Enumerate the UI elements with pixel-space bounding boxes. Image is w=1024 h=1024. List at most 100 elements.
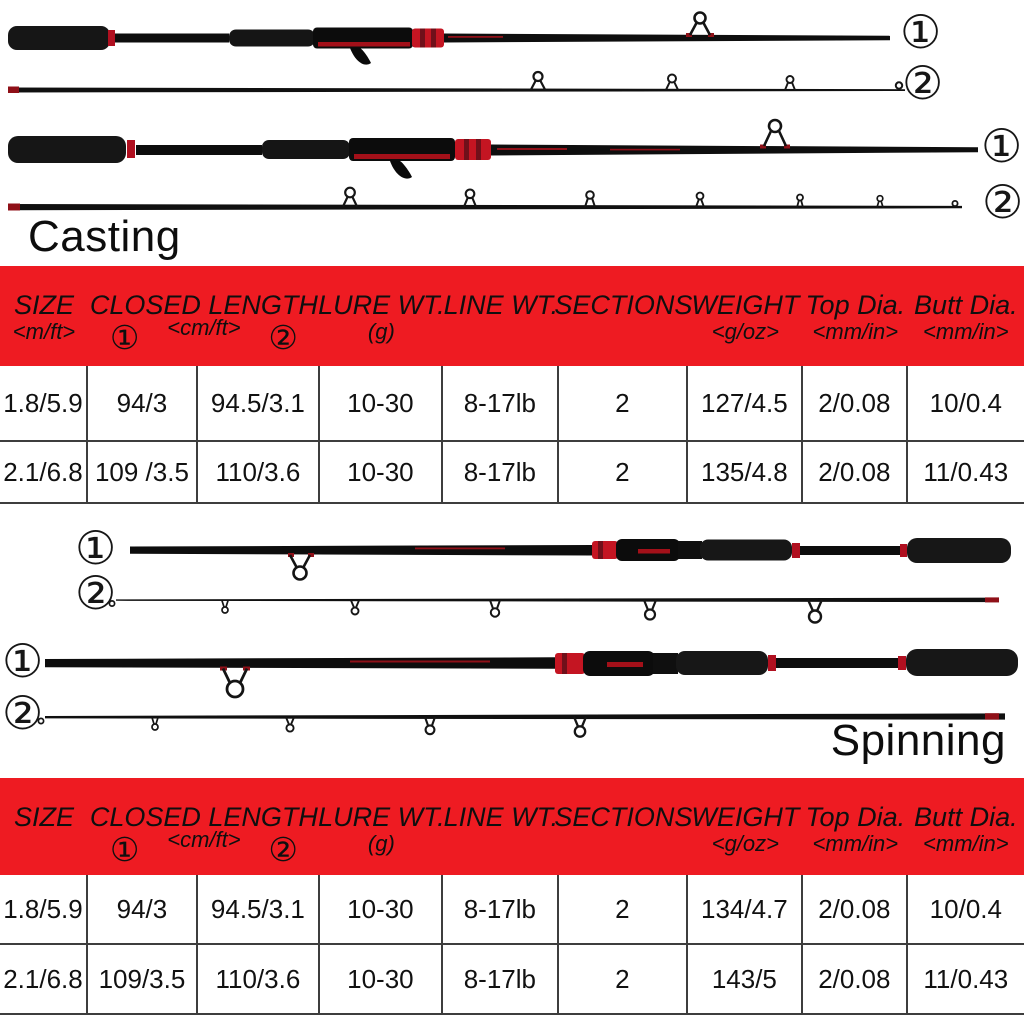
- spec-cell: 109 /3.5: [88, 442, 198, 502]
- casting-table-row-2: 2.1/6.8 109 /3.5 110/3.6 10-30 8-17lb 2 …: [0, 442, 1024, 504]
- closed-length-subrow: ① <cm/ft> ②: [88, 316, 320, 358]
- casting-rod-2-tip-section: [8, 186, 962, 211]
- spec-cell: 2/0.08: [803, 366, 908, 440]
- closed-length-label: CLOSED LENGTH: [89, 290, 318, 320]
- spinning-rod-2-tip-section: [37, 713, 1005, 738]
- spec-cell: 2/0.08: [803, 875, 908, 943]
- spec-cell: 1.8/5.9: [0, 366, 88, 440]
- spec-cell: 8-17lb: [443, 875, 559, 943]
- spinning-rod-2-tip-label: ②: [2, 686, 44, 740]
- spec-cell: 10-30: [320, 945, 443, 1013]
- spec-cell: 8-17lb: [443, 366, 559, 440]
- lure-wt-unit: (g): [367, 319, 395, 345]
- spec-cell: 135/4.8: [688, 442, 803, 502]
- spinning-table-row-1: 1.8/5.9 94/3 94.5/3.1 10-30 8-17lb 2 134…: [0, 875, 1024, 945]
- spinning-rod-1-butt-label: ①: [75, 521, 117, 575]
- spinning-rod-1-tip-label: ②: [75, 566, 117, 620]
- top-dia-label: Top Dia.: [805, 802, 906, 832]
- spinning-table-header: SIZE CLOSED LENGTH ① <cm/ft> ② LURE WT. …: [0, 778, 1024, 875]
- spec-cell: 2: [559, 442, 688, 502]
- spec-cell: 8-17lb: [443, 945, 559, 1013]
- spec-cell: 127/4.5: [688, 366, 803, 440]
- spec-cell: 2/0.08: [803, 945, 908, 1013]
- spec-cell: 2: [559, 875, 688, 943]
- casting-rod-1-butt-label: ①: [900, 5, 942, 59]
- spec-cell: 94/3: [88, 875, 198, 943]
- line-wt-label: LINE WT.: [443, 802, 559, 832]
- col-header-butt-dia: Butt Dia. <mm/in>: [908, 266, 1024, 366]
- spec-cell: 94/3: [88, 366, 198, 440]
- casting-rod-1-butt-section: [8, 11, 890, 65]
- spec-cell: 2/0.08: [803, 442, 908, 502]
- casting-rod-1-tip-label: ②: [902, 56, 944, 110]
- closed-length-label: CLOSED LENGTH: [89, 802, 318, 832]
- spec-cell: 110/3.6: [198, 442, 320, 502]
- size-label: SIZE: [13, 802, 74, 832]
- spinning-spec-table: SIZE CLOSED LENGTH ① <cm/ft> ② LURE WT. …: [0, 778, 1024, 1015]
- casting-section-title: Casting: [28, 212, 181, 261]
- circled-two-icon: ②: [268, 318, 298, 358]
- circled-two-icon: ②: [268, 830, 298, 870]
- line-wt-label: LINE WT.: [443, 290, 559, 320]
- weight-unit: <g/oz>: [711, 319, 779, 345]
- spec-cell: 11/0.43: [923, 963, 1009, 994]
- spinning-rod-1-butt-section: [130, 538, 1011, 581]
- col-header-lure-wt: LURE WT. (g): [318, 266, 445, 366]
- col-header-line-wt: LINE WT.: [443, 778, 559, 875]
- col-header-closed-length: CLOSED LENGTH ① <cm/ft> ②: [88, 266, 320, 366]
- top-dia-unit: <mm/in>: [812, 319, 899, 345]
- spec-cell: 10-30: [320, 875, 443, 943]
- casting-rod-2-tip-label: ②: [982, 175, 1024, 229]
- col-header-butt-dia: Butt Dia. <mm/in>: [908, 778, 1024, 875]
- casting-spec-table: SIZE <m/ft> CLOSED LENGTH ① <cm/ft> ② LU…: [0, 266, 1024, 504]
- lure-wt-label: LURE WT.: [318, 802, 445, 832]
- spec-cell: 2.1/6.8: [0, 442, 88, 502]
- spinning-rod-1-tip-section: [108, 597, 999, 624]
- col-header-weight: WEIGHT <g/oz>: [688, 778, 803, 875]
- col-header-closed-length: CLOSED LENGTH ① <cm/ft> ②: [88, 778, 320, 875]
- casting-rods-photo: [8, 11, 978, 211]
- top-dia-unit: <mm/in>: [812, 831, 899, 857]
- col-header-lure-wt: LURE WT. (g): [318, 778, 445, 875]
- weight-label: WEIGHT: [691, 802, 800, 832]
- size-unit: <m/ft>: [12, 319, 76, 345]
- spec-cell: 10-30: [320, 442, 443, 502]
- butt-dia-label: Butt Dia.: [914, 802, 1018, 832]
- spec-cell: 2: [559, 366, 688, 440]
- spinning-table-row-2: 2.1/6.8 109/3.5 110/3.6 10-30 8-17lb 2 1…: [0, 945, 1024, 1015]
- spec-cell: 110/3.6: [198, 945, 320, 1013]
- spinning-rod-2-butt-label: ①: [2, 634, 44, 688]
- spec-cell: 10/0.4: [929, 893, 1002, 924]
- top-dia-label: Top Dia.: [805, 290, 906, 320]
- col-header-top-dia: Top Dia. <mm/in>: [803, 778, 908, 875]
- col-header-size: SIZE: [0, 778, 88, 875]
- spec-cell: 143/5: [688, 945, 803, 1013]
- circled-one-icon: ①: [109, 318, 140, 358]
- spec-cell: 134/4.7: [688, 875, 803, 943]
- spec-cell: 8-17lb: [443, 442, 559, 502]
- col-header-line-wt: LINE WT.: [443, 266, 559, 366]
- spec-cell: 1.8/5.9: [0, 875, 88, 943]
- sections-label: SECTIONS: [554, 802, 693, 832]
- col-header-size: SIZE <m/ft>: [0, 266, 88, 366]
- lure-wt-label: LURE WT.: [318, 290, 445, 320]
- casting-rod-2-butt-label: ①: [981, 119, 1023, 173]
- casting-table-header: SIZE <m/ft> CLOSED LENGTH ① <cm/ft> ② LU…: [0, 266, 1024, 366]
- butt-dia-unit: <mm/in>: [923, 831, 1009, 857]
- size-label: SIZE: [13, 290, 74, 320]
- weight-unit: <g/oz>: [711, 831, 779, 857]
- closed-length-subrow: ① <cm/ft> ②: [88, 828, 320, 870]
- casting-rod-2-butt-section: [8, 118, 978, 179]
- col-header-sections: SECTIONS: [554, 266, 692, 366]
- spec-cell: 109/3.5: [88, 945, 198, 1013]
- spec-cell: 94.5/3.1: [198, 366, 320, 440]
- spec-cell: 2.1/6.8: [0, 945, 88, 1013]
- butt-dia-unit: <mm/in>: [923, 319, 1009, 345]
- circled-one-icon: ①: [109, 830, 140, 870]
- spec-cell: 94.5/3.1: [198, 875, 320, 943]
- col-header-top-dia: Top Dia. <mm/in>: [803, 266, 908, 366]
- casting-table-row-1: 1.8/5.9 94/3 94.5/3.1 10-30 8-17lb 2 127…: [0, 366, 1024, 442]
- casting-rod-1-tip-section: [8, 70, 905, 93]
- spec-cell: 10-30: [320, 366, 443, 440]
